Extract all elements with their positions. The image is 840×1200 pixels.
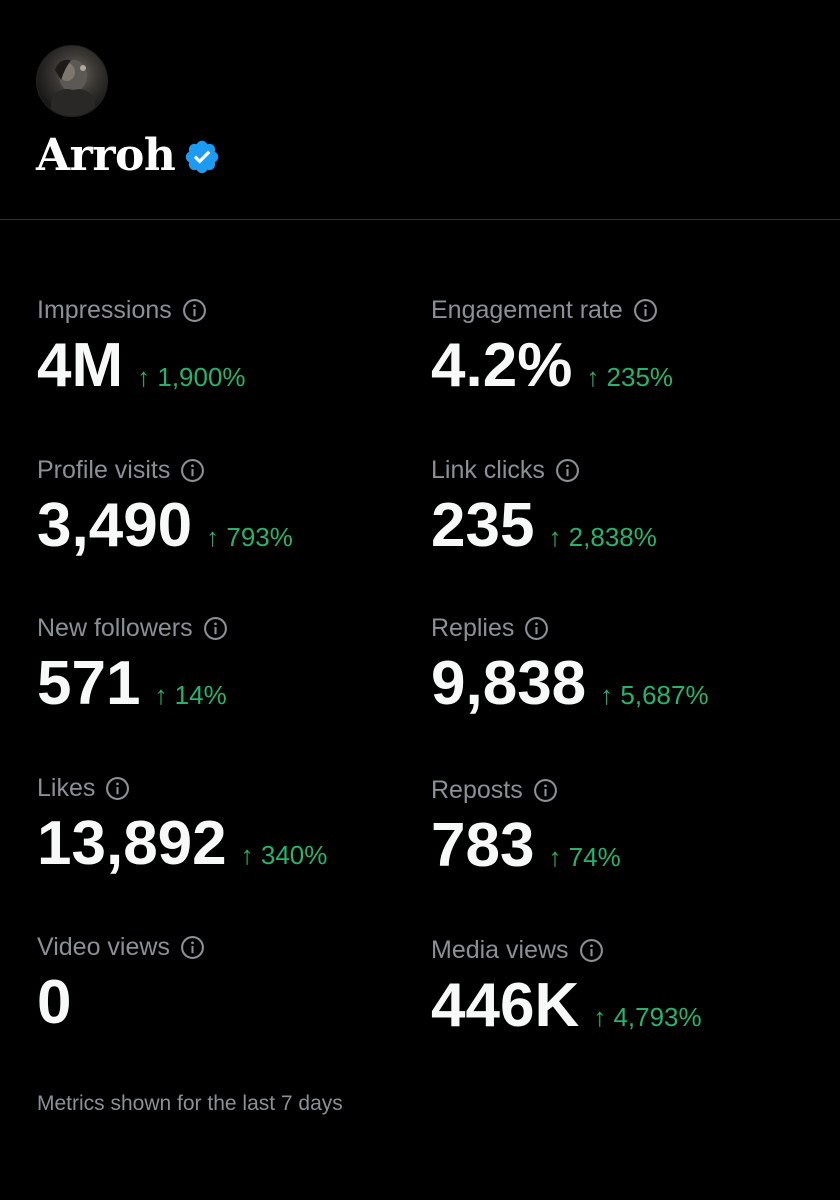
metric-label: Impressions [37,296,172,324]
metric-change: ↑ 340% [240,840,328,870]
metric-change: ↑ 1,900% [137,362,246,392]
metric-change: ↑ 235% [586,362,674,392]
metric-value: 571 [37,649,141,718]
info-icon[interactable] [579,938,604,963]
profile-header: Arroh [36,128,221,184]
verified-badge-icon[interactable] [183,138,221,176]
info-icon[interactable] [555,458,580,483]
metric-value: 783 [431,811,535,880]
metric-value: 0 [37,968,72,1037]
info-icon[interactable] [180,935,205,960]
metric-new-followers: New followers 571 ↑ 14% [37,612,228,716]
metric-label: Link clicks [431,456,545,484]
info-icon[interactable] [533,778,558,803]
metric-label: Engagement rate [431,296,623,324]
metric-change: ↑ 4,793% [593,1002,702,1032]
metric-value: 4M [37,331,124,400]
metric-value: 13,892 [37,809,227,878]
metric-label: Video views [37,933,170,961]
info-icon[interactable] [105,776,130,801]
metric-video-views: Video views 0 [37,931,205,1035]
metric-likes: Likes 13,892 ↑ 340% [37,772,327,876]
metric-value: 4.2% [431,331,573,400]
metric-change: ↑ 74% [548,842,621,872]
metrics-period-note: Metrics shown for the last 7 days [37,1092,343,1115]
info-icon[interactable] [180,458,205,483]
metric-media-views: Media views 446K ↑ 4,793% [431,934,702,1038]
info-icon[interactable] [524,616,549,641]
info-icon[interactable] [182,298,207,323]
metric-impressions: Impressions 4M ↑ 1,900% [37,294,246,398]
metric-value: 3,490 [37,491,193,560]
metric-label: Reposts [431,776,523,804]
metric-label: Likes [37,774,96,802]
metric-profile-visits: Profile visits 3,490 ↑ 793% [37,454,293,558]
metric-change: ↑ 2,838% [548,522,657,552]
metric-label: New followers [37,614,193,642]
metric-label: Profile visits [37,456,171,484]
metric-label: Replies [431,614,515,642]
metric-value: 446K [431,971,580,1040]
info-icon[interactable] [203,616,228,641]
info-icon[interactable] [633,298,658,323]
metric-change: ↑ 5,687% [600,680,709,710]
profile-name[interactable]: Arroh [36,130,176,181]
profile-avatar[interactable] [36,45,108,117]
metric-link-clicks: Link clicks 235 ↑ 2,838% [431,454,657,558]
avatar-photo [51,59,95,116]
header-divider [0,219,840,220]
metric-change: ↑ 14% [154,680,227,710]
metric-engagement-rate: Engagement rate 4.2% ↑ 235% [431,294,673,398]
metric-label: Media views [431,936,569,964]
metric-reposts: Reposts 783 ↑ 74% [431,774,621,878]
metric-replies: Replies 9,838 ↑ 5,687% [431,612,709,716]
metric-value: 9,838 [431,649,587,718]
metric-change: ↑ 793% [206,522,293,552]
metric-value: 235 [431,491,535,560]
